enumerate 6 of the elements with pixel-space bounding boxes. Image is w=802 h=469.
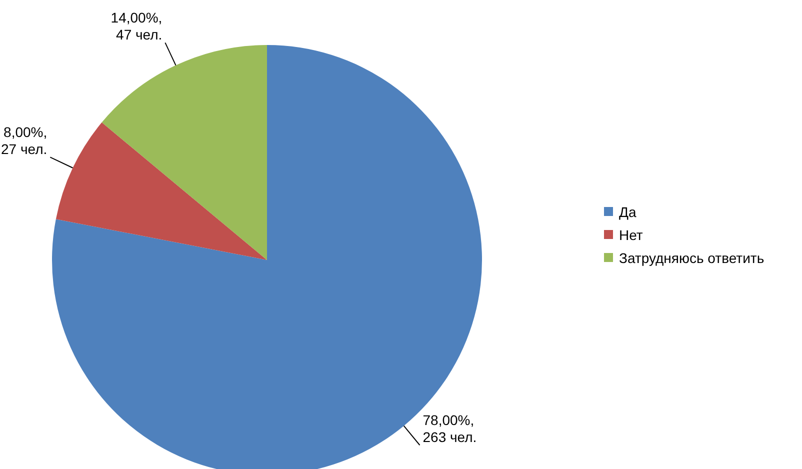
legend-label: Затрудняюсь ответить — [619, 250, 764, 266]
data-label: 8,00%, 27 чел. — [1, 124, 48, 158]
legend-label: Да — [619, 204, 636, 220]
legend-label: Нет — [619, 226, 643, 242]
data-label: 78,00%, 263 чел. — [422, 412, 477, 445]
data-label: 14,00%, 47 чел. — [110, 10, 162, 43]
